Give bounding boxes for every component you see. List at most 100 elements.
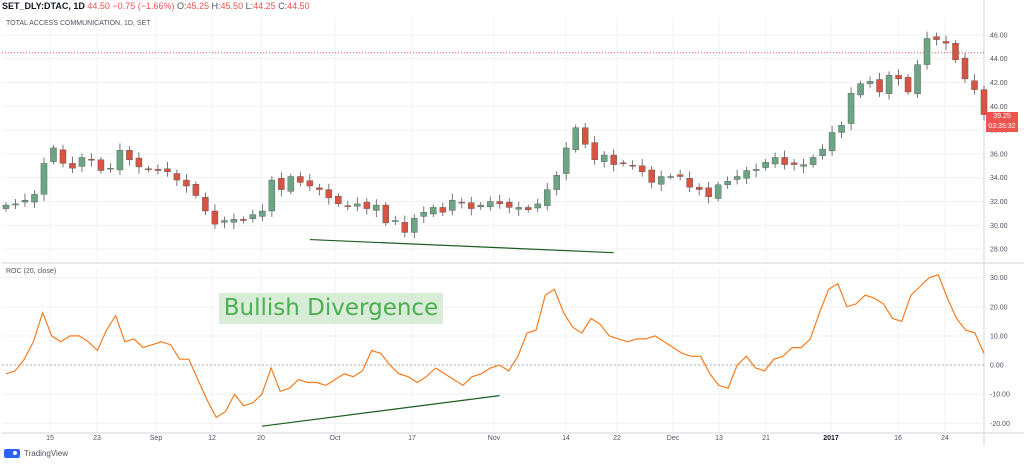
candle-body [78, 157, 86, 167]
candle-body [600, 154, 608, 162]
price-tick-label: 40.00 [990, 104, 1008, 111]
x-tick-label: 16 [894, 435, 902, 442]
candle-body [287, 176, 295, 192]
candle-body [961, 57, 969, 80]
candle-body [183, 179, 190, 187]
x-tick-label: 17 [408, 435, 416, 442]
candle-body [449, 200, 456, 211]
x-tick-label: 14 [562, 435, 570, 442]
candle-body [705, 187, 712, 197]
candle-body [12, 203, 19, 206]
candle-body [676, 174, 684, 177]
candle-body [154, 169, 162, 171]
candle-body [430, 207, 437, 215]
x-tick-label: 21 [762, 435, 770, 442]
candle-body [344, 205, 352, 207]
candle-body [135, 157, 143, 168]
candle-body [278, 178, 285, 190]
candle-body [316, 187, 323, 190]
low-label: L: [245, 1, 254, 11]
candle-body [942, 41, 950, 44]
chart-subtitle: TOTAL ACCESS COMMUNICATION, 1D, SET [6, 20, 151, 27]
candle-body [724, 181, 731, 186]
candle-body [40, 163, 48, 195]
candle-body [800, 164, 807, 167]
candle-body [847, 92, 855, 124]
candle-body [59, 149, 67, 164]
x-tick-label: 24 [941, 435, 949, 442]
candle-body [306, 180, 314, 187]
price-tick-label: 30.00 [990, 223, 1008, 230]
last-price: 44.50 [87, 1, 110, 11]
candle-body [145, 168, 152, 170]
x-tick-label: Oct [330, 435, 341, 442]
candle-body [534, 203, 541, 209]
candle-body [591, 142, 598, 161]
price-tick-label: 46.00 [990, 32, 1008, 39]
close-label: C: [278, 1, 288, 11]
candle-body [477, 204, 484, 208]
candle-body [31, 194, 38, 203]
candle-body [743, 170, 750, 179]
candle-body [695, 187, 703, 190]
open-label: O: [176, 1, 187, 11]
x-tick-label: 2017 [823, 435, 839, 442]
candle-body [173, 173, 181, 181]
candle-body [164, 168, 171, 172]
price-tick-label: 28.00 [990, 247, 1008, 254]
candle-body [211, 210, 219, 225]
roc-series-line [5, 274, 985, 419]
candle-body [876, 79, 883, 93]
candle-body [667, 176, 674, 178]
candle-body [468, 202, 475, 209]
x-tick-label: 12 [208, 435, 216, 442]
candle-body [733, 176, 741, 180]
high-value: 45.50 [220, 1, 244, 11]
footer[interactable]: TradingView [4, 449, 68, 458]
roc-tick-label: -20.00 [990, 421, 1010, 428]
candle-body [543, 189, 551, 206]
candle-body [952, 42, 959, 61]
candle-body [638, 165, 646, 172]
candle-body [866, 81, 874, 84]
candle-body [923, 38, 931, 65]
candle-body [581, 127, 589, 145]
price-change: −0.75 (−1.66%) [112, 1, 175, 11]
symbol-header: SET_DLY:DTAC, 1D 44.50 −0.75 (−1.66%) O:… [2, 1, 310, 11]
candle-body [325, 189, 333, 199]
price-tick-label: 42.00 [990, 80, 1008, 87]
high-label: H: [211, 1, 221, 11]
candle-body [240, 219, 247, 221]
price-tick-label: 32.00 [990, 199, 1008, 206]
candle-body [714, 184, 722, 199]
roc-trendline [261, 395, 500, 427]
roc-tick-label: -10.00 [990, 392, 1010, 399]
candle-body [382, 204, 390, 224]
candle-body [439, 207, 447, 213]
candle-body [914, 64, 921, 94]
candle-body [904, 76, 912, 93]
candle-body [221, 220, 228, 223]
candle-body [838, 125, 845, 133]
bullish-divergence-annotation[interactable]: Bullish Divergence [219, 293, 443, 324]
candle-body [895, 75, 902, 80]
candle-body [752, 169, 760, 171]
candle-body [619, 162, 627, 165]
candle-body [21, 200, 29, 203]
candle-body [629, 164, 636, 167]
tradingview-logo-icon [4, 449, 20, 458]
x-tick-label: 13 [715, 435, 723, 442]
open-value: 45.25 [186, 1, 210, 11]
x-tick-label: Nov [488, 435, 501, 442]
candle-body [268, 179, 276, 212]
candle-body [885, 75, 893, 94]
candle-body [411, 217, 418, 233]
candle-body [515, 207, 522, 210]
candle-body [97, 159, 105, 171]
candle-body [2, 204, 10, 209]
candle-body [335, 195, 342, 205]
candle-body [373, 204, 380, 211]
x-tick-label: 20 [257, 435, 265, 442]
candle-body [458, 201, 466, 204]
